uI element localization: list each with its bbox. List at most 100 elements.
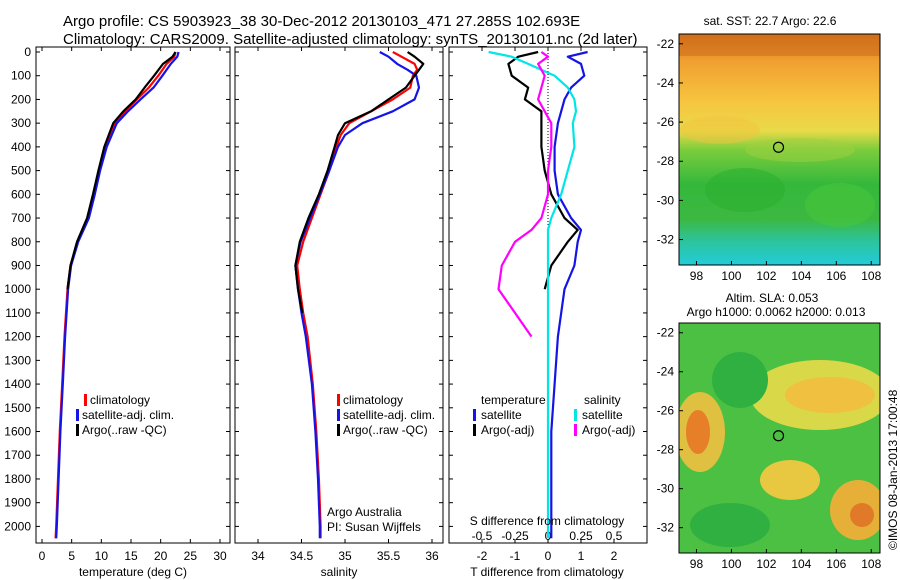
sla-high: [686, 410, 710, 454]
depth-tick-label: 300: [11, 116, 31, 130]
depth-tick-label: 100: [11, 69, 31, 83]
legend-label-temp-satellite: satellite: [481, 408, 522, 422]
sst-map-title: sat. SST: 22.7 Argo: 22.6: [704, 14, 837, 28]
sst-patch: [745, 138, 855, 162]
difference-xlabel: T difference from climatology: [470, 565, 624, 579]
depth-tick-label: 800: [11, 235, 31, 249]
salinity-diff-tick-label: -0.25: [501, 529, 529, 543]
sla-low: [712, 352, 768, 408]
argo-position-marker: [772, 141, 785, 153]
legend-swatch-satellite-adj: [337, 409, 340, 421]
map-lat-tick-label: -30: [657, 193, 675, 207]
map-lat-tick-label: -26: [657, 115, 675, 129]
difference-tick-label: -1: [510, 549, 521, 563]
legend-label-argo: Argo(..raw -QC): [82, 423, 167, 437]
salinity-diff-tick-label: 0.25: [569, 529, 593, 543]
legend-swatch-sal-argo: [574, 424, 577, 436]
sst-patch: [680, 116, 760, 144]
series-line-black: [66, 51, 177, 290]
map-lat-tick-label: -22: [657, 37, 675, 51]
series-line-blue: [550, 50, 588, 539]
depth-tick-label: 1400: [4, 377, 31, 391]
difference-tick-label: 0: [545, 549, 552, 563]
series-line-cyan: [488, 50, 578, 539]
depth-tick-label: 700: [11, 211, 31, 225]
legend-label-argo: Argo(..raw -QC): [343, 423, 428, 437]
series-line-black: [294, 51, 425, 314]
depth-tick-label: 1200: [4, 330, 31, 344]
map-lat-tick-label: -32: [657, 233, 675, 247]
legend-title-temperature: temperature: [481, 393, 546, 407]
salinity-series: [294, 51, 425, 539]
difference-tick-label: -2: [477, 549, 488, 563]
map-lon-tick-label: 98: [690, 557, 704, 571]
legend-label-sal-satellite: satellite: [582, 408, 623, 422]
legend-label-climatology: climatology: [90, 393, 150, 407]
temperature-tick-label: 15: [124, 549, 138, 563]
depth-tick-label: 1800: [4, 472, 31, 486]
series-line-blue: [55, 51, 180, 539]
map-lon-tick-label: 100: [721, 269, 741, 283]
temperature-xlabel: temperature (deg C): [79, 565, 187, 579]
difference-series: [488, 50, 588, 539]
difference-tick-label: 1: [578, 549, 585, 563]
sla-map-title: Altim. SLA: 0.053: [726, 291, 819, 305]
salinity-diff-tick-label: -0.5: [472, 529, 493, 543]
map-lat-tick-label: -24: [657, 365, 675, 379]
map-lat-tick-label: -26: [657, 404, 675, 418]
sla-map-argo-marker: [772, 430, 785, 442]
series-line-magenta: [497, 51, 553, 338]
sla-field: [679, 323, 880, 553]
temperature-ticks: 0100200300400500600700800900100011001200…: [4, 45, 230, 563]
sla-map-panel: Altim. SLA: 0.053 Argo h1000: 0.0062 h20…: [657, 291, 882, 571]
sla-low: [690, 503, 770, 547]
temperature-tick-label: 5: [68, 549, 75, 563]
temperature-tick-label: 20: [154, 549, 168, 563]
map-lat-tick-label: -24: [657, 76, 675, 90]
salinity-panel: 34 34.5 35 35.5 36 salinity climatology sate…: [234, 46, 444, 579]
sst-map-argo-marker: [772, 141, 785, 153]
legend-swatch-temp-argo: [473, 424, 476, 436]
temperature-tick-label: 25: [184, 549, 198, 563]
annotation-pi: PI: Susan Wijffels: [327, 520, 421, 534]
depth-tick-label: 600: [11, 187, 31, 201]
temperature-axes-frame: [35, 46, 231, 544]
legend-label-satellite-adj: satellite-adj. clim.: [343, 408, 435, 422]
temperature-panel: 0100200300400500600700800900100011001200…: [4, 45, 231, 579]
depth-tick-label: 1300: [4, 353, 31, 367]
salinity-tick-label: 35: [338, 549, 352, 563]
depth-tick-label: 200: [11, 92, 31, 106]
map-lon-tick-label: 100: [721, 557, 741, 571]
depth-tick-label: 1900: [4, 496, 31, 510]
difference-x2label: S difference from climatology: [470, 514, 625, 528]
sst-map-ticks: 98 100 102 104 106 108 -22 -24 -26 -28 -30 -32: [657, 37, 882, 283]
salinity-axes-frame: [234, 46, 444, 544]
sla-high: [785, 377, 875, 413]
salinity-tick-label: 36: [425, 549, 439, 563]
legend-swatch-temp-satellite: [473, 409, 476, 421]
depth-tick-label: 2000: [4, 519, 31, 533]
temperature-tick-label: 0: [39, 549, 46, 563]
temperature-tick-label: 10: [95, 549, 109, 563]
legend-swatch-climatology: [337, 394, 340, 406]
depth-tick-label: 1700: [4, 448, 31, 462]
map-lon-tick-label: 108: [861, 269, 881, 283]
depth-tick-label: 1500: [4, 401, 31, 415]
depth-tick-label: 400: [11, 140, 31, 154]
sst-map-frame: [678, 33, 881, 266]
salinity-xlabel: salinity: [321, 565, 358, 579]
sla-map-subtitle: Argo h1000: 0.0062 h2000: 0.013: [687, 305, 866, 319]
map-lon-tick-label: 98: [690, 269, 704, 283]
sst-warm-band: [679, 34, 880, 56]
sst-patch: [805, 183, 875, 227]
sla-high: [760, 460, 820, 500]
depth-tick-label: 900: [11, 258, 31, 272]
legend-title-salinity: salinity: [584, 393, 621, 407]
temperature-tick-label: 30: [213, 549, 227, 563]
legend-swatch-climatology: [84, 394, 87, 406]
depth-tick-label: 1100: [5, 306, 31, 320]
salinity-ticks: 34 34.5 35 35.5 36: [235, 47, 443, 563]
salinity-tick-label: 35.5: [377, 549, 401, 563]
map-lat-tick-label: -28: [657, 443, 675, 457]
